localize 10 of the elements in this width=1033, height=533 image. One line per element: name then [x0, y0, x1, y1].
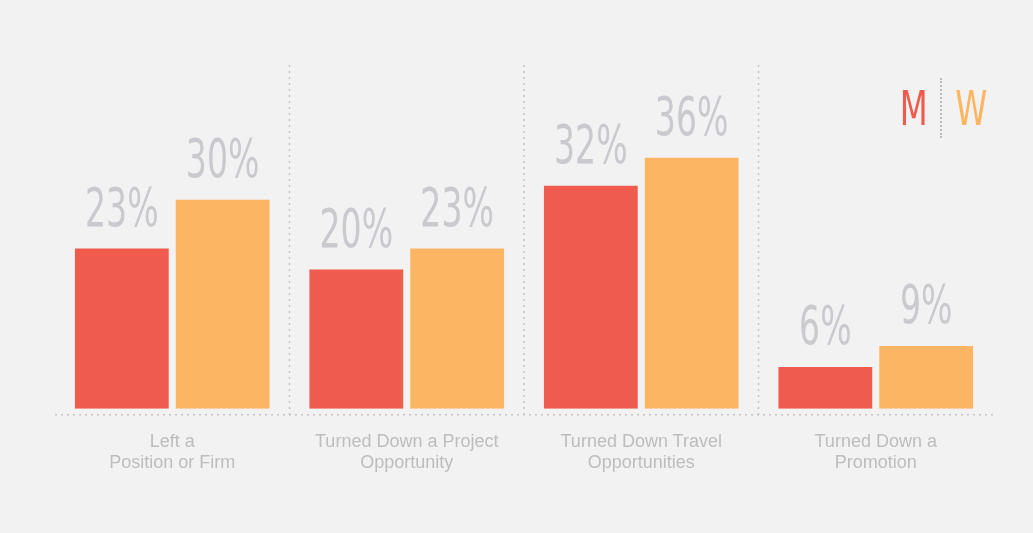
bar [778, 366, 873, 409]
bar [175, 199, 270, 409]
bar [309, 269, 404, 409]
bar [644, 157, 739, 409]
bar [410, 248, 505, 409]
text: W [955, 80, 988, 136]
bar [543, 185, 638, 409]
bar [74, 248, 169, 409]
bar [879, 346, 974, 409]
text: M [899, 80, 928, 136]
